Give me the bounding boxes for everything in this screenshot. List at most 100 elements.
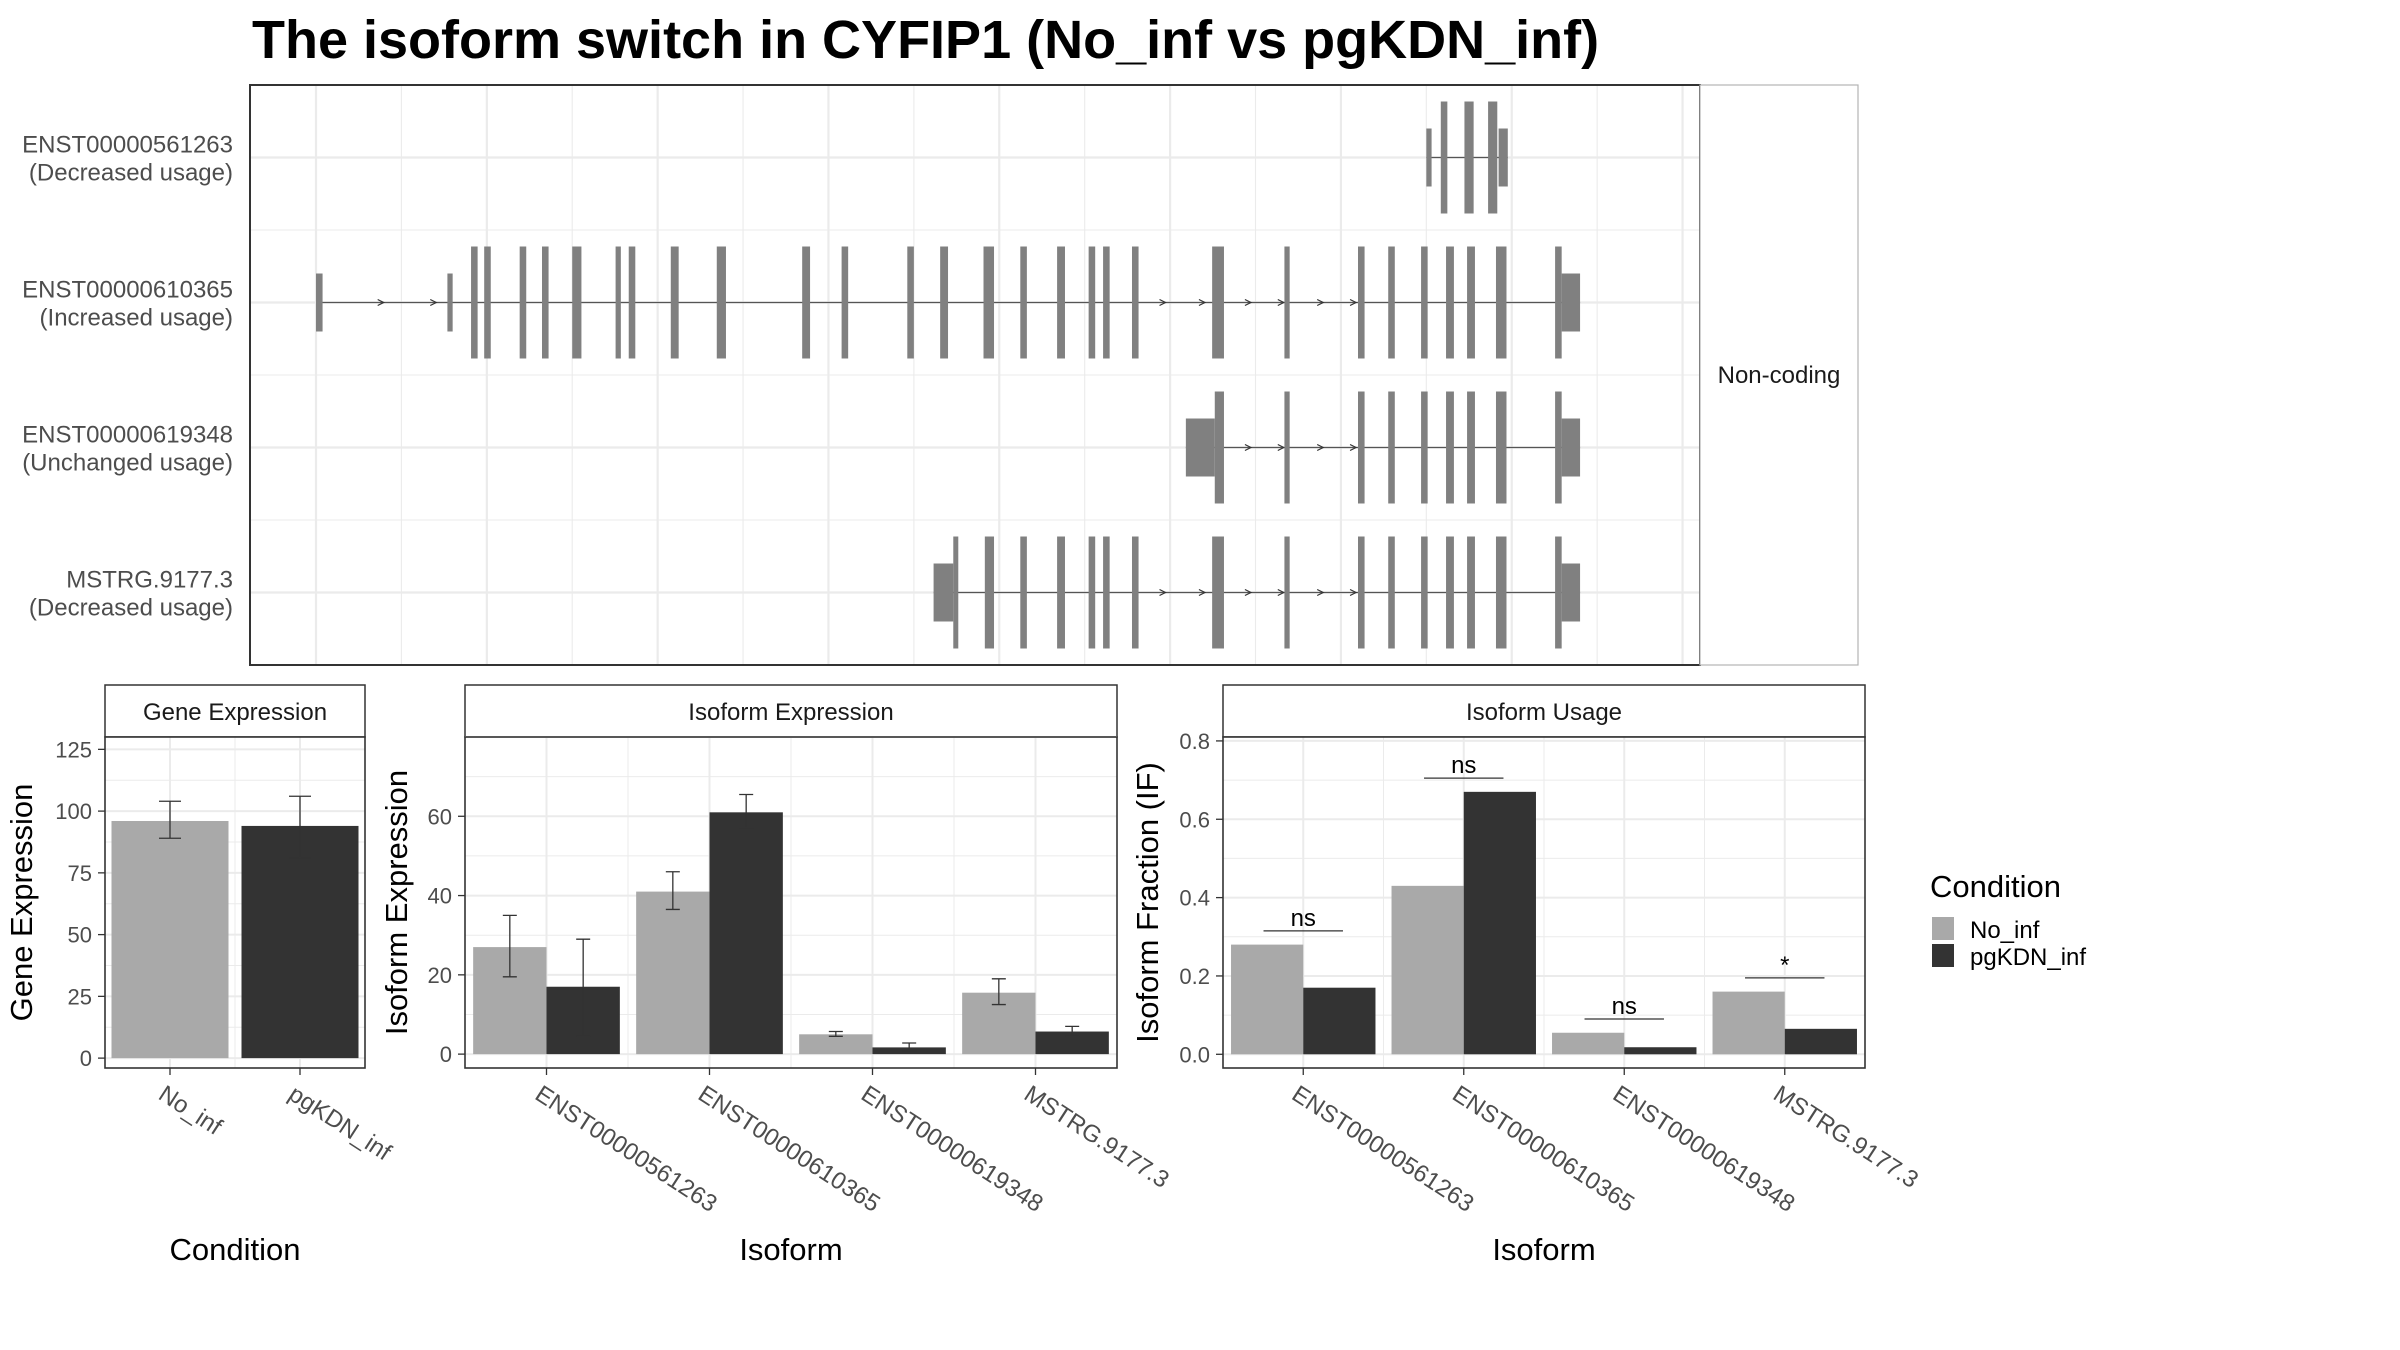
y-tick-label: 0.8 [1179,729,1210,754]
bar-pgKDN_inf-MSTRG.9177.3 [1784,1028,1857,1055]
strand-arrow [1244,588,1253,597]
y-tick-label: 125 [55,737,92,762]
y-tick-label: 75 [68,861,92,886]
x-tick-label: ENST00000561263 [530,1080,722,1217]
legend: Condition No_inf pgKDN_inf [1930,869,2086,971]
strand-arrow [1198,298,1207,307]
bar-No_inf-ENST00000619348 [1552,1032,1625,1055]
error-bar [1065,1025,1080,1037]
transcript-ENST00000610365 [250,246,1700,359]
strand-arrow [1349,443,1358,452]
exon-coding [1446,391,1454,504]
bar-No_inf-ENST00000619348 [799,1034,873,1055]
legend-label-no-inf: No_inf [1970,917,2040,944]
transcript-label: ENST00000610365 [22,277,233,304]
y-tick-label: 0.4 [1179,886,1210,911]
x-axis-title: Condition [170,1232,301,1267]
bar-No_inf-MSTRG.9177.3 [1712,991,1785,1055]
exon-coding [841,246,849,359]
bar-pgKDN_inf-ENST00000610365 [1463,791,1536,1055]
error-bar [665,871,680,911]
transcript-usage-label: (Decreased usage) [29,160,233,187]
exon-coding [1131,246,1139,359]
exon-utr [447,273,453,332]
exon-utr [1561,563,1581,622]
transcript-label: ENST00000561263 [22,132,233,159]
strand-arrow [1277,443,1286,452]
exon-coding [628,246,636,359]
exon-utr [1498,128,1508,187]
legend-label-pgkdn-inf: pgKDN_inf [1970,944,2086,971]
exon-utr [1426,128,1432,187]
error-bar [739,793,754,829]
y-tick-label: 0.6 [1179,807,1210,832]
bar-pgKDN_inf-ENST00000561263 [1303,987,1376,1055]
exon-coding [1421,536,1428,649]
panel-isoform-expression: Isoform Expression 0 20 40 60 ENST00000561263… [379,684,1174,1267]
bar-No_inf-ENST00000561263 [1231,944,1304,1055]
strand-arrow [1316,588,1325,597]
strand-arrow [1316,298,1325,307]
x-axis-title: Isoform [739,1232,842,1267]
panel-strip-label: Gene Expression [143,699,327,726]
panel-gene-expression: Gene Expression 0 25 50 75 100 125 No_inf pgKDN_… [4,684,396,1267]
y-axis-title: Isoform Fraction (IF) [1130,762,1165,1043]
transcript-label: MSTRG.9177.3 [66,567,233,594]
exon-coding [1388,246,1395,359]
exon-utr [316,273,323,332]
transcript-usage-label: (Decreased usage) [29,595,233,622]
exon-coding [1555,391,1562,504]
exon-coding [1555,536,1562,649]
structure-panel: ENST00000561263(Decreased usage)ENST0000… [22,84,1859,666]
exon-coding [1388,391,1395,504]
exon-coding [1131,536,1139,649]
exon-coding [1555,246,1562,359]
transcript-label: ENST00000619348 [22,422,233,449]
exon-coding [1388,536,1395,649]
y-tick-label: 100 [55,799,92,824]
legend-swatch-no-inf [1932,917,1954,940]
panel-strip [104,684,366,738]
strand-arrow [1349,588,1358,597]
exon-coding [1446,536,1454,649]
exon-utr [1561,418,1581,477]
strand-arrow [377,298,386,307]
strand-arrow [1316,443,1325,452]
figure-title: The isoform switch in CYFIP1 (No_inf vs … [252,10,1599,70]
exon-coding [1103,536,1110,649]
exon-coding [572,246,582,359]
exon-coding [907,246,914,359]
bar-No_inf-ENST00000610365 [636,891,710,1055]
y-tick-label: 40 [428,884,452,909]
exon-coding [716,246,726,359]
exon-coding [1467,536,1475,649]
bar-No_inf [111,820,229,1059]
y-tick-label: 60 [428,804,452,829]
exon-coding [519,246,527,359]
panel-strip [1222,684,1866,738]
exon-coding [802,246,811,359]
exon-coding [1495,391,1507,504]
structure-strip [1699,84,1859,666]
exon-coding [1421,246,1428,359]
exon-coding [1284,246,1290,359]
panel-strip-label: Isoform Expression [688,699,893,726]
panel-strip [464,684,1118,738]
exon-utr [1185,418,1215,477]
error-bar [502,914,517,978]
significance-label: * [1780,952,1789,979]
error-bar [289,795,311,859]
error-bar [159,800,181,839]
exon-coding [1057,536,1065,649]
structure-row-labels: ENST00000561263(Decreased usage)ENST0000… [22,132,233,622]
y-tick-label: 0.0 [1179,1042,1210,1067]
y-tick-label: 25 [68,984,92,1009]
y-tick-label: 0 [80,1046,92,1071]
strand-arrow [1159,588,1167,597]
x-tick-label: No_inf [154,1080,227,1141]
significance-label: ns [1291,905,1316,932]
strand-arrow [1244,443,1253,452]
x-tick-label: MSTRG.9177.3 [1768,1080,1923,1193]
strand-arrow [1277,298,1286,307]
exon-coding [1467,246,1475,359]
